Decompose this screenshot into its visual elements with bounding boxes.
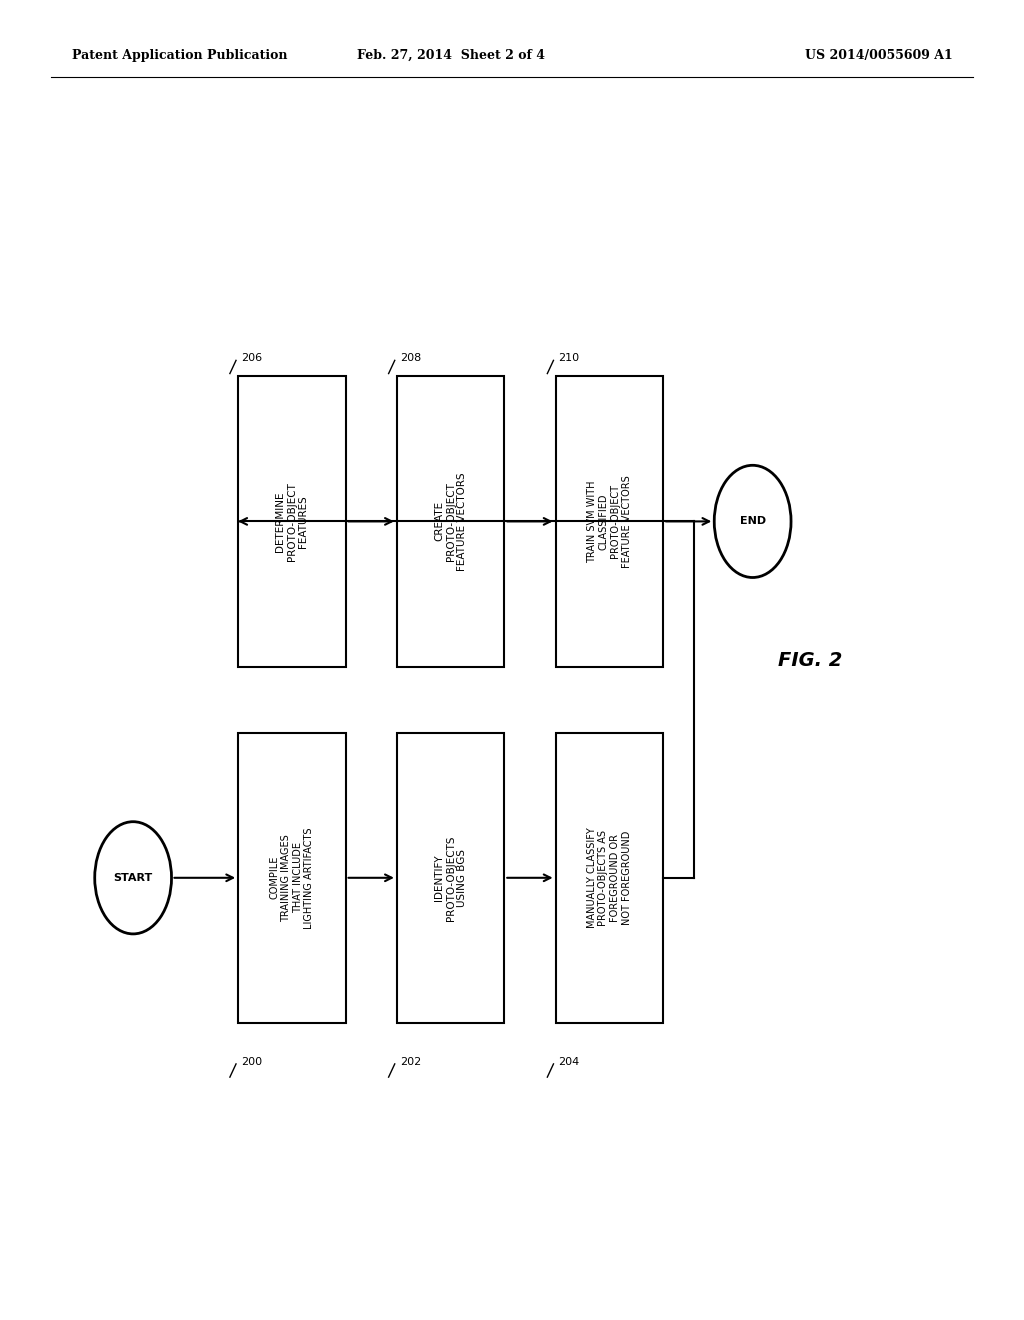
Text: 208: 208: [399, 352, 421, 363]
Text: MANUALLY CLASSIFY
PROTO-OBJECTS AS
FOREGROUND OR
NOT FOREGROUND: MANUALLY CLASSIFY PROTO-OBJECTS AS FOREG…: [587, 828, 632, 928]
FancyBboxPatch shape: [555, 376, 664, 667]
Text: US 2014/0055609 A1: US 2014/0055609 A1: [805, 49, 952, 62]
Text: 206: 206: [242, 352, 262, 363]
Ellipse shape: [94, 821, 172, 935]
Text: DETERMINE
PROTO-OBJECT
FEATURES: DETERMINE PROTO-OBJECT FEATURES: [275, 482, 308, 561]
FancyBboxPatch shape: [238, 376, 345, 667]
FancyBboxPatch shape: [397, 733, 504, 1023]
Text: 200: 200: [242, 1056, 262, 1067]
FancyBboxPatch shape: [238, 733, 345, 1023]
Text: 204: 204: [559, 1056, 580, 1067]
Text: Patent Application Publication: Patent Application Publication: [72, 49, 287, 62]
FancyBboxPatch shape: [555, 733, 664, 1023]
Text: START: START: [114, 873, 153, 883]
Text: TRAIN SVM WITH
CLASSIFIED
PROTO-OBJECT
FEATURE VECTORS: TRAIN SVM WITH CLASSIFIED PROTO-OBJECT F…: [587, 475, 632, 568]
Ellipse shape: [715, 465, 791, 578]
Text: IDENTIFY
PROTO-OBJECTS
USING BGS: IDENTIFY PROTO-OBJECTS USING BGS: [434, 836, 467, 920]
Text: 202: 202: [399, 1056, 421, 1067]
Text: FIG. 2: FIG. 2: [778, 651, 843, 669]
Text: Feb. 27, 2014  Sheet 2 of 4: Feb. 27, 2014 Sheet 2 of 4: [356, 49, 545, 62]
FancyBboxPatch shape: [397, 376, 504, 667]
Text: CREATE
PROTO-OBJECT
FEATURE VECTORS: CREATE PROTO-OBJECT FEATURE VECTORS: [434, 473, 467, 570]
Text: 210: 210: [559, 352, 580, 363]
Text: COMPILE
TRAINING IMAGES
THAT INCLUDE
LIGHTING ARTIFACTS: COMPILE TRAINING IMAGES THAT INCLUDE LIG…: [269, 828, 314, 928]
Text: END: END: [739, 516, 766, 527]
